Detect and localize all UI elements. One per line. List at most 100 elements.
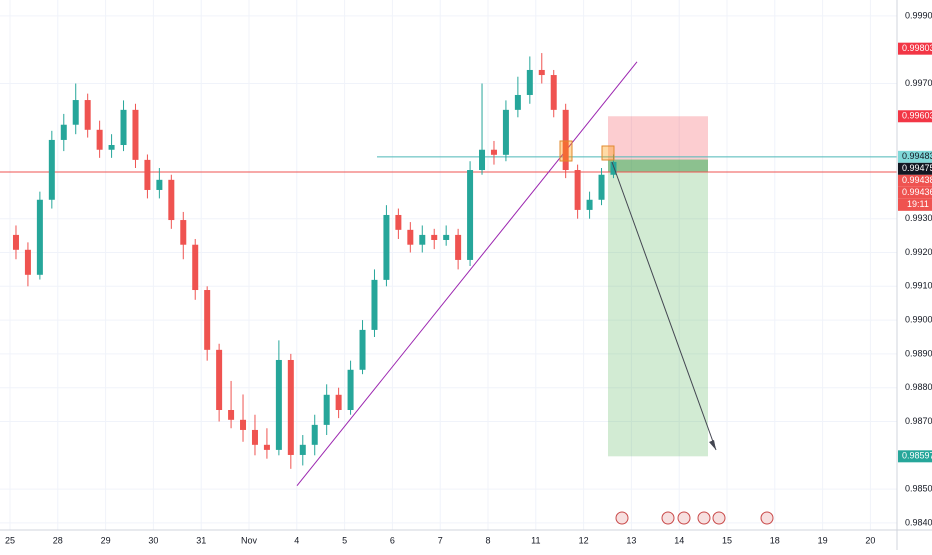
candle-body bbox=[180, 220, 187, 245]
candle-body bbox=[12, 234, 19, 250]
x-tick-label: 15 bbox=[722, 535, 732, 545]
price-label: 0.99483 bbox=[902, 151, 932, 161]
x-tick-label: 13 bbox=[626, 535, 636, 545]
candle-body bbox=[48, 139, 55, 200]
candle-body bbox=[586, 199, 593, 210]
x-tick-label: 4 bbox=[294, 535, 299, 545]
candle-body bbox=[455, 234, 462, 260]
candle-body bbox=[323, 394, 330, 425]
price-label-bg bbox=[898, 42, 932, 55]
candle-body bbox=[562, 109, 569, 171]
price-label: 0.99436 bbox=[902, 187, 932, 197]
candle-body bbox=[240, 419, 247, 430]
candle-body bbox=[156, 179, 163, 190]
x-tick-label: 18 bbox=[770, 535, 780, 545]
price-label-bg bbox=[898, 174, 932, 187]
candle-body bbox=[502, 109, 509, 155]
candle-body bbox=[371, 279, 378, 330]
candle-body bbox=[335, 394, 342, 411]
event-icon bbox=[712, 511, 726, 525]
candle-body bbox=[144, 159, 151, 190]
candle-body bbox=[36, 199, 43, 275]
candle-body bbox=[84, 100, 91, 130]
candle-body bbox=[526, 69, 533, 95]
candle-body bbox=[263, 444, 270, 450]
candle-body bbox=[60, 124, 67, 140]
candle-body bbox=[538, 69, 545, 76]
candle-body bbox=[192, 244, 199, 291]
event-icon bbox=[697, 511, 711, 525]
x-tick-label: 6 bbox=[390, 535, 395, 545]
candle-body bbox=[108, 145, 115, 150]
trendline bbox=[296, 61, 638, 487]
event-icon bbox=[661, 511, 675, 525]
candle-body bbox=[216, 349, 223, 411]
candle-body bbox=[72, 100, 79, 125]
x-tick-label: 25 bbox=[5, 535, 15, 545]
target-zone bbox=[608, 159, 708, 457]
candle-body bbox=[275, 359, 282, 450]
candle-body bbox=[479, 149, 486, 171]
candle-body bbox=[287, 359, 294, 455]
x-tick-label: 31 bbox=[196, 535, 206, 545]
price-label-bg bbox=[898, 150, 932, 163]
price-label-bg bbox=[898, 450, 932, 463]
x-tick-label: 12 bbox=[579, 535, 589, 545]
candle-body bbox=[610, 161, 617, 175]
price-label-bg bbox=[898, 186, 932, 199]
candle-body bbox=[204, 290, 211, 350]
candle-body bbox=[132, 109, 139, 160]
candle-body bbox=[24, 249, 31, 275]
x-tick-label: 8 bbox=[485, 535, 490, 545]
candle-body bbox=[431, 234, 438, 240]
countdown-bg bbox=[898, 198, 932, 211]
candle-body bbox=[514, 94, 521, 110]
price-label-bg bbox=[898, 162, 932, 175]
candle-body bbox=[120, 109, 127, 146]
x-tick-label: 14 bbox=[674, 535, 684, 545]
candle-body bbox=[598, 174, 605, 200]
candle-body bbox=[359, 329, 366, 370]
event-icon bbox=[760, 511, 774, 525]
price-label: 0.99475 bbox=[902, 163, 932, 173]
candle-body bbox=[299, 444, 306, 455]
x-tick-label: 30 bbox=[148, 535, 158, 545]
arrow-head bbox=[709, 440, 716, 450]
candle-body bbox=[347, 369, 354, 411]
candle-body bbox=[395, 214, 402, 230]
stop-zone bbox=[608, 116, 708, 160]
event-icon bbox=[677, 511, 691, 525]
candle-body bbox=[251, 429, 258, 445]
candle-body bbox=[419, 234, 426, 245]
x-tick-label: 11 bbox=[531, 535, 540, 545]
price-label: 0.99803 bbox=[902, 43, 932, 53]
candle-body bbox=[311, 424, 318, 445]
marker bbox=[559, 140, 573, 162]
x-tick-label: 7 bbox=[438, 535, 443, 545]
arrow bbox=[611, 161, 717, 451]
candle-body bbox=[228, 410, 235, 420]
countdown: 19:11 bbox=[907, 199, 929, 209]
price-label: 0.99438 bbox=[902, 175, 932, 185]
candle-body bbox=[467, 170, 474, 260]
candle-body bbox=[383, 214, 390, 280]
candle-body bbox=[490, 149, 497, 155]
event-icon bbox=[615, 511, 629, 525]
candle-body bbox=[96, 129, 103, 150]
x-tick-label: 19 bbox=[818, 535, 828, 545]
x-tick-label: 29 bbox=[101, 535, 111, 545]
candle-body bbox=[550, 75, 557, 110]
x-tick-label: Nov bbox=[241, 535, 258, 545]
x-tick-label: 28 bbox=[53, 535, 63, 545]
